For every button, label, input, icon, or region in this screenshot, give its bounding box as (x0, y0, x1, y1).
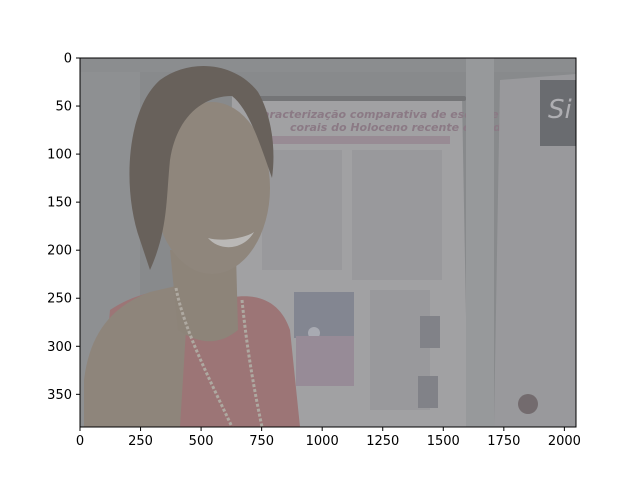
poster-frame-bar (240, 96, 466, 101)
y-tick-label: 50 (55, 100, 72, 115)
person-mouth (208, 232, 254, 248)
y-tick-label: 350 (47, 388, 72, 403)
photo: Caracterização comparativa de esqueletos… (80, 58, 576, 427)
poster-figure-2 (420, 316, 440, 348)
side-poster-header (540, 80, 576, 146)
y-tick-label: 250 (47, 292, 72, 307)
x-tick-label: 0 (76, 434, 84, 449)
person-face (154, 102, 270, 274)
poster-header-band (250, 136, 450, 144)
x-tick-label: 1750 (487, 434, 520, 449)
x-tick-label: 250 (128, 434, 153, 449)
x-tick-label: 750 (249, 434, 274, 449)
person-necklace-2 (240, 299, 264, 427)
photo-haze (80, 58, 576, 427)
divider-pole (466, 58, 494, 427)
side-poster (494, 74, 576, 427)
y-axis: 0 50 100 150 200 250 300 350 (47, 52, 80, 403)
x-tick-label: 1250 (366, 434, 399, 449)
y-tick-label: 200 (47, 244, 72, 259)
x-tick-label: 2000 (548, 434, 581, 449)
poster-pink-box (296, 336, 354, 386)
y-tick-label: 100 (47, 148, 72, 163)
x-axis: 0 250 500 750 1000 1250 1500 1750 2000 (76, 427, 581, 449)
y-tick-label: 150 (47, 196, 72, 211)
x-tick-label: 500 (189, 434, 214, 449)
side-poster-circle (518, 394, 538, 414)
y-tick-label: 0 (64, 52, 72, 67)
person-hair (129, 66, 274, 271)
side-poster-letter: Si (548, 95, 573, 125)
x-tick-label: 1000 (306, 434, 339, 449)
poster-figure (294, 292, 354, 338)
person-shoulders (84, 286, 186, 427)
person-necklace (174, 287, 234, 427)
x-tick-label: 1500 (427, 434, 460, 449)
y-tick-label: 300 (47, 340, 72, 355)
axes-frame (79, 57, 577, 428)
poster-figure-3 (418, 376, 438, 408)
